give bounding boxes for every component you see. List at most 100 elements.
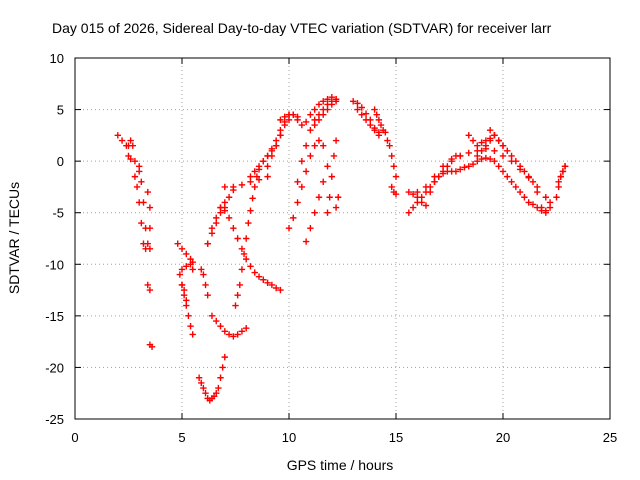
data-point (525, 173, 532, 180)
data-point (298, 183, 306, 191)
data-point (499, 142, 507, 149)
y-tick-label: -5 (52, 206, 64, 221)
data-point (272, 142, 280, 149)
data-point (315, 116, 323, 124)
data-point (390, 163, 398, 170)
data-point (559, 168, 567, 175)
data-point (382, 129, 389, 136)
data-point (174, 240, 181, 247)
data-point (538, 204, 545, 211)
data-point (482, 154, 490, 162)
data-point (504, 147, 511, 155)
data-point (204, 240, 211, 247)
data-point (465, 132, 472, 139)
data-point (529, 178, 537, 185)
data-point (474, 152, 481, 160)
data-point (272, 284, 280, 292)
data-point (290, 111, 297, 118)
data-point (377, 121, 385, 129)
data-point (230, 224, 237, 232)
data-point (354, 106, 361, 113)
data-point (324, 163, 331, 170)
data-point (320, 111, 327, 118)
data-point (238, 328, 246, 335)
y-tick-label: -20 (45, 360, 64, 375)
data-point (332, 137, 340, 144)
data-point (253, 173, 261, 180)
data-point (330, 152, 338, 160)
data-point (392, 173, 400, 180)
data-point (198, 266, 205, 273)
data-point (499, 168, 507, 175)
data-point (281, 121, 288, 129)
data-point (561, 163, 569, 170)
data-point (208, 230, 216, 237)
data-point (373, 111, 380, 118)
data-point (302, 118, 310, 126)
data-point (251, 183, 258, 191)
data-point (268, 152, 276, 160)
data-point (427, 188, 434, 196)
data-point (183, 263, 190, 270)
data-point (187, 322, 194, 330)
data-point (234, 235, 241, 242)
data-point (486, 127, 494, 134)
data-point (219, 364, 226, 371)
data-point (320, 98, 327, 105)
data-point (189, 266, 196, 273)
data-point (324, 209, 331, 216)
data-point (264, 279, 271, 287)
y-tick-label: 10 (50, 51, 64, 66)
data-point (138, 178, 145, 185)
data-point (234, 331, 241, 338)
data-point (129, 142, 136, 149)
data-point (221, 207, 228, 214)
data-point (260, 157, 267, 165)
data-point (405, 209, 413, 216)
grid (75, 58, 610, 419)
data-point (198, 379, 205, 387)
data-point (146, 204, 154, 211)
data-point (320, 142, 327, 149)
data-point (234, 292, 241, 299)
data-point (431, 173, 438, 180)
data-point (439, 170, 447, 177)
data-point (247, 263, 254, 270)
data-point (180, 286, 188, 294)
data-point (294, 116, 301, 124)
data-point (557, 173, 564, 180)
data-point (213, 219, 220, 227)
y-tick-label: -25 (45, 412, 64, 427)
data-point (546, 204, 554, 211)
data-point (221, 353, 228, 361)
data-point (146, 224, 154, 232)
data-point (202, 390, 209, 397)
data-point (247, 173, 254, 180)
data-point (315, 137, 323, 144)
data-point (136, 168, 143, 175)
data-point (243, 235, 250, 242)
data-point (512, 183, 520, 191)
data-point (307, 127, 314, 134)
data-point (230, 183, 237, 191)
data-point (307, 152, 314, 160)
data-point (138, 219, 145, 227)
data-point (457, 166, 464, 173)
y-tick-label: -15 (45, 309, 64, 324)
y-tick-label: 0 (57, 154, 64, 169)
data-point (225, 331, 233, 338)
data-point (512, 157, 520, 165)
data-point (358, 104, 365, 111)
data-point (202, 281, 209, 289)
data-point (238, 181, 246, 189)
data-point (486, 137, 494, 144)
data-point (465, 149, 472, 157)
data-point (118, 137, 126, 144)
data-point (178, 245, 186, 253)
data-point (255, 273, 263, 280)
data-point (204, 292, 211, 299)
data-point (240, 250, 248, 258)
data-point (414, 188, 421, 196)
chart-title: Day 015 of 2026, Sidereal Day-to-day VTE… (52, 20, 552, 36)
data-point (260, 276, 267, 283)
